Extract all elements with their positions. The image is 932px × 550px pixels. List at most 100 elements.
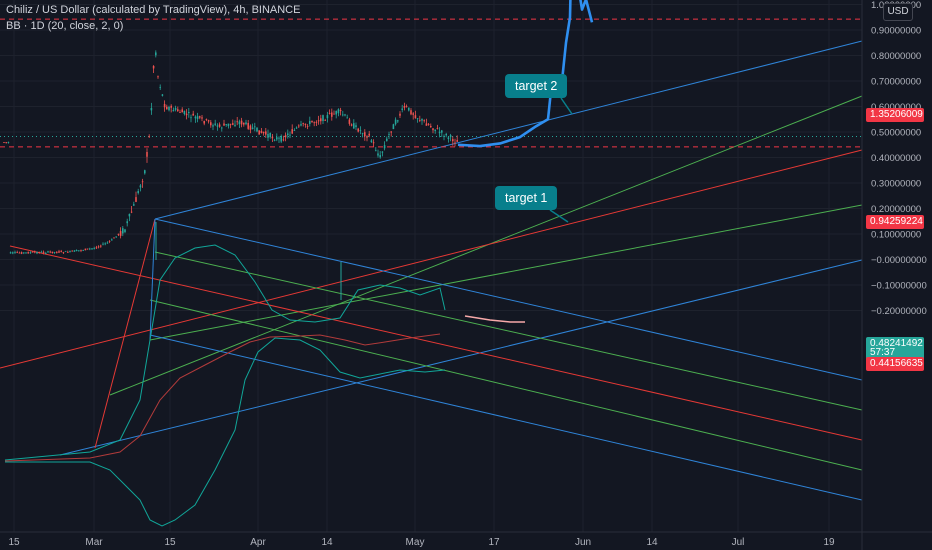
candle-body — [375, 150, 377, 152]
candle-body — [73, 250, 76, 252]
pitchfork-line-green-lower — [149, 204, 863, 341]
candle-body — [139, 185, 142, 188]
candle-body — [113, 237, 115, 239]
candle-body — [227, 123, 230, 127]
candle-body — [102, 243, 104, 245]
candle-body — [205, 119, 208, 120]
candle-body — [214, 123, 216, 125]
candle-body — [106, 242, 109, 244]
candle-body — [399, 113, 401, 116]
candle-body — [100, 245, 102, 247]
price-label-target2: 1.35206009 — [866, 108, 924, 122]
candle-body — [421, 118, 423, 121]
candle-body — [18, 252, 21, 254]
candle-body — [152, 65, 155, 69]
candle-body — [317, 120, 320, 122]
candle-body — [271, 136, 274, 139]
y-tick-label: 0.50000000 — [871, 128, 921, 139]
candle-body — [405, 106, 408, 108]
indicator-legend[interactable]: BB · 1D (20, close, 2, 0) — [6, 20, 124, 32]
candle-body — [144, 170, 146, 174]
candle-body — [289, 134, 291, 136]
candle-body — [218, 124, 221, 127]
candle-body — [390, 131, 392, 133]
candle-body — [141, 181, 144, 183]
y-tick-label: −0.20000000 — [871, 306, 927, 317]
candle-body — [278, 137, 280, 139]
candle-body — [306, 126, 309, 127]
candle-body — [432, 128, 434, 131]
candle-body — [3, 142, 5, 143]
candle-body — [137, 191, 139, 194]
y-tick-label: 0.90000000 — [871, 26, 921, 37]
annotation-target-2[interactable]: target 2 — [505, 74, 568, 98]
candle-body — [130, 211, 133, 213]
currency-button[interactable]: USD — [883, 3, 913, 21]
candle-body — [427, 124, 430, 126]
candle-body — [25, 252, 27, 254]
candle-body — [430, 125, 432, 128]
candle-body — [234, 124, 236, 126]
candle-body — [67, 251, 69, 253]
x-tick-label: May — [406, 537, 425, 548]
candle-body — [416, 118, 419, 120]
candle-body — [267, 133, 269, 138]
candle-body — [31, 251, 34, 253]
candle-body — [157, 76, 159, 78]
candle-body — [80, 250, 82, 251]
candle-body — [276, 137, 278, 140]
annotation-target-1[interactable]: target 1 — [495, 186, 558, 210]
candle-body — [95, 247, 98, 249]
x-tick-label: Mar — [85, 537, 103, 548]
candle-body — [91, 248, 93, 250]
candle-body — [194, 116, 197, 119]
candle-body — [372, 142, 375, 144]
candle-body — [170, 105, 172, 108]
candle-body — [436, 128, 439, 129]
candle-body — [269, 132, 271, 138]
candle-body — [16, 252, 18, 253]
candle-body — [42, 251, 45, 253]
price-label-target1: 0.94259224 — [866, 215, 924, 229]
pitchfork-line-blue-channel-top — [154, 218, 863, 381]
candle-body — [379, 155, 381, 158]
candle-body — [124, 229, 126, 233]
candle-body — [183, 110, 186, 115]
candle-body — [366, 136, 368, 138]
pitchfork-line-green-channel-low — [149, 299, 863, 471]
candle-body — [438, 131, 441, 134]
candle-body — [361, 133, 364, 135]
bollinger-layer — [4, 244, 525, 527]
pitchfork-line-red-channel — [9, 245, 863, 441]
candle-body — [221, 127, 223, 129]
candle-body — [256, 127, 258, 132]
candle-body — [9, 252, 12, 254]
candle-body — [172, 110, 175, 112]
candle-body — [243, 122, 245, 125]
candle-body — [333, 113, 335, 115]
candle-body — [383, 145, 386, 149]
y-tick-label: 0.40000000 — [871, 153, 921, 164]
candle-body — [302, 123, 304, 124]
candle-body — [434, 129, 436, 131]
candle-body — [251, 127, 254, 130]
candle-body — [419, 120, 421, 121]
candle-body — [346, 117, 348, 119]
candle-body — [423, 120, 425, 122]
candle-body — [408, 107, 410, 111]
candle-body — [86, 248, 89, 250]
candle-body — [313, 122, 315, 124]
candle-body — [27, 252, 29, 254]
candles-layer — [3, 0, 594, 300]
candle-body — [273, 139, 276, 141]
candle-body — [414, 115, 417, 119]
pitchfork-line-top-blue-upper — [154, 40, 863, 220]
candle-body — [447, 137, 450, 140]
candle-body — [377, 153, 379, 156]
candle-body — [75, 250, 78, 252]
annotation-pointer-target-1 — [549, 209, 569, 223]
candle-body — [168, 106, 170, 111]
bb-basis-projection — [464, 315, 525, 323]
